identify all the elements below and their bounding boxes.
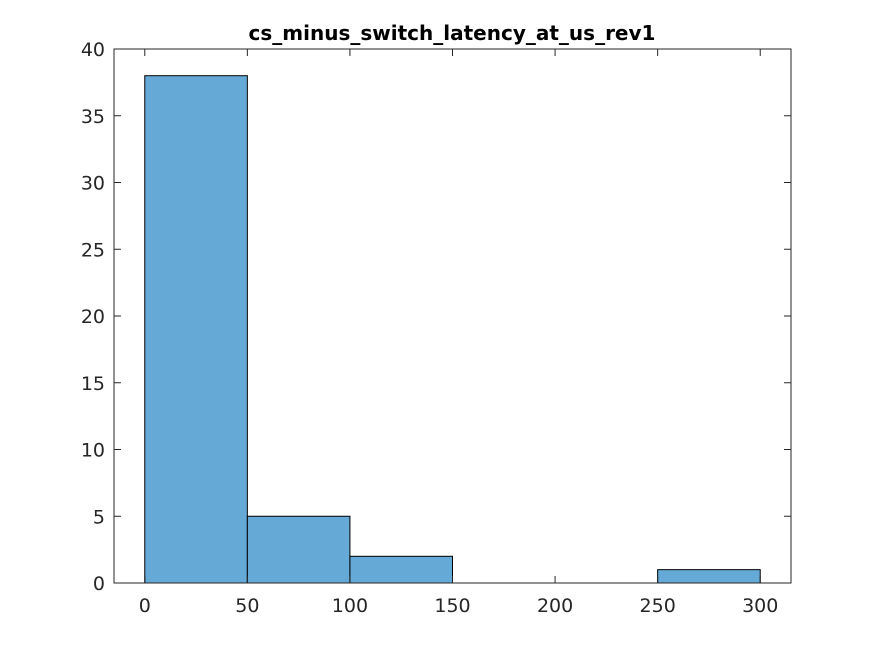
bars-layer — [144, 75, 761, 584]
ticks-layer: 0 50 100 150 200 250 300 0 5 10 15 20 25 30 35 40 — [81, 39, 791, 617]
axes-frame — [113, 48, 792, 584]
y-tick-label-25: 25 — [81, 239, 105, 261]
histogram-bar-50-100 — [246, 515, 351, 584]
histogram-bar-0-50 — [144, 75, 248, 584]
x-tick-label-100: 100 — [332, 595, 368, 617]
histogram-bar-250-300 — [657, 569, 761, 584]
x-tick-label-200: 200 — [537, 595, 573, 617]
y-tick-label-10: 10 — [81, 440, 105, 462]
y-tick-label-30: 30 — [81, 173, 105, 195]
y-tick-label-40: 40 — [81, 39, 105, 61]
chart-title: cs_minus_switch_latency_at_us_rev1 — [249, 21, 656, 45]
y-tick-label-5: 5 — [93, 506, 105, 528]
histogram-bar-100-150 — [349, 555, 454, 584]
y-tick-label-20: 20 — [81, 306, 105, 328]
x-tick-label-150: 150 — [434, 595, 470, 617]
x-tick-label-50: 50 — [235, 595, 259, 617]
x-tick-label-0: 0 — [139, 595, 151, 617]
y-tick-label-0: 0 — [93, 573, 105, 595]
x-tick-label-250: 250 — [640, 595, 676, 617]
y-tick-label-15: 15 — [81, 373, 105, 395]
y-tick-label-35: 35 — [81, 106, 105, 128]
x-tick-label-300: 300 — [742, 595, 778, 617]
